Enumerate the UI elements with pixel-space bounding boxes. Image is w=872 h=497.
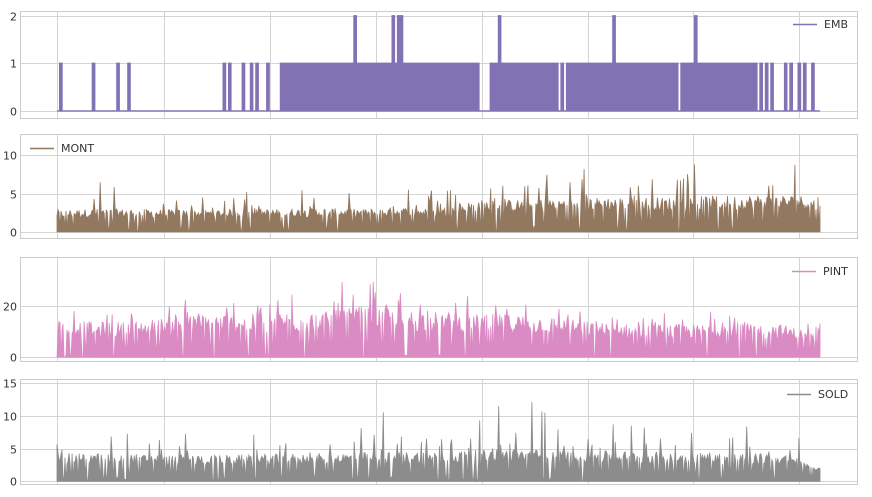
series-area xyxy=(56,401,821,483)
y-tick-label: 0 xyxy=(10,106,17,119)
y-tick-label: 1 xyxy=(10,58,17,71)
legend: PINT xyxy=(792,265,848,278)
y-tick-label: 2 xyxy=(10,11,17,24)
legend: SOLD xyxy=(787,388,848,401)
series-area xyxy=(56,164,821,233)
y-tick-label: 10 xyxy=(3,150,17,163)
series-mont xyxy=(56,164,821,233)
y-tick-label: 20 xyxy=(3,301,17,314)
y-tick-label: 15 xyxy=(3,378,17,391)
legend: EMB xyxy=(793,18,848,31)
series-area xyxy=(56,281,821,358)
y-tick-label: 5 xyxy=(10,444,17,457)
legend-label: PINT xyxy=(823,265,848,278)
y-tick-label: 5 xyxy=(10,189,17,202)
panel-pint: 0 20 PINT xyxy=(3,257,858,365)
panel-mont: 0 5 10 MONT xyxy=(3,134,858,240)
panel-emb: 0 1 2 EMB xyxy=(10,11,858,119)
legend: MONT xyxy=(30,142,94,155)
series-sold xyxy=(56,401,821,483)
y-tick-label: 0 xyxy=(10,227,17,240)
series-line xyxy=(57,15,820,112)
panel-sold: 0 5 10 15 SOLD xyxy=(3,378,858,489)
series-emb xyxy=(57,15,820,112)
y-tick-label: 0 xyxy=(10,352,17,365)
legend-label: MONT xyxy=(61,142,94,155)
series-pint xyxy=(56,281,821,358)
legend-label: SOLD xyxy=(818,388,848,401)
y-tick-label: 0 xyxy=(10,476,17,489)
legend-label: EMB xyxy=(824,18,848,31)
y-tick-label: 10 xyxy=(3,411,17,424)
